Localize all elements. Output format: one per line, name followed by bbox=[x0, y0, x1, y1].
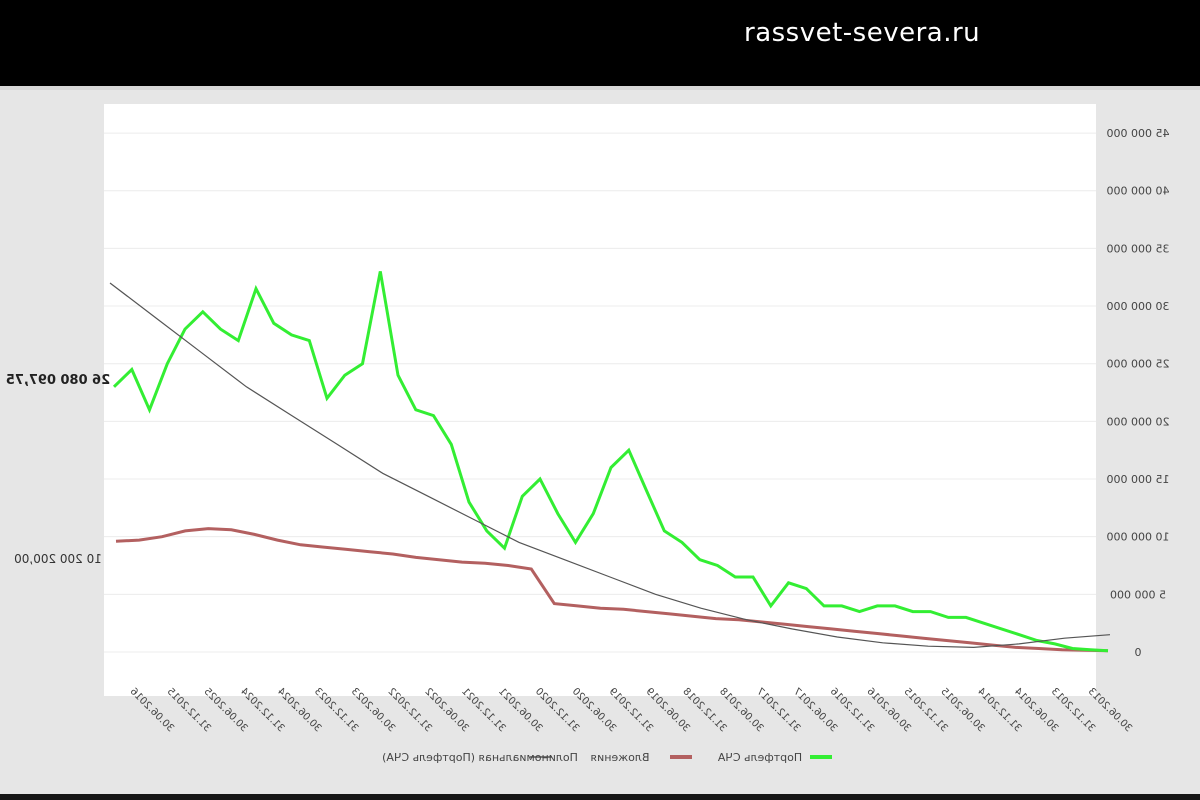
annotation-portfolio: 26 080 097,75 bbox=[6, 373, 110, 388]
y-tick-0: 0 bbox=[1135, 646, 1142, 659]
y-tick-7-text: 35 000 000 bbox=[1107, 242, 1170, 255]
y-tick-labels: 0 5 000 000 10 000 000 15 000 000 20 000 000… bbox=[1107, 127, 1170, 659]
legend-entry-0: Портфель СЧА bbox=[717, 751, 802, 764]
legend: Портфель СЧА Вложения Полиномиальная (Порт… bbox=[382, 751, 832, 764]
y-tick-5-text: 25 000 000 bbox=[1107, 358, 1170, 371]
series-invest-line bbox=[115, 527, 1109, 653]
y-tick-2: 10 000 000 bbox=[1107, 531, 1170, 544]
photo-edge bbox=[0, 86, 1200, 90]
legend-entry-2: Полиномиальная (Портфель СЧА) bbox=[382, 751, 578, 764]
grid-lines bbox=[104, 132, 1096, 653]
watermark-text: rassvet-severa.ru bbox=[744, 18, 981, 48]
legend-entry-1-text: Вложения bbox=[591, 751, 650, 764]
annotation-portfolio-text: 26 080 097,75 bbox=[6, 373, 110, 388]
y-tick-1-text: 5 000 000 bbox=[1110, 588, 1166, 601]
top-banner bbox=[0, 0, 1200, 86]
y-tick-6-text: 30 000 000 bbox=[1107, 300, 1170, 313]
annotation-labels: 26 080 097,75 10 200 200,00 bbox=[6, 373, 110, 566]
y-tick-7: 35 000 000 bbox=[1107, 242, 1170, 255]
legend-entry-2-text: Полиномиальная (Портфель СЧА) bbox=[382, 751, 578, 764]
y-tick-5: 25 000 000 bbox=[1107, 358, 1170, 371]
y-tick-1: 5 000 000 bbox=[1110, 588, 1166, 601]
legend-entry-0-text: Портфель СЧА bbox=[717, 751, 802, 764]
y-tick-3-text: 15 000 000 bbox=[1107, 473, 1170, 486]
y-tick-4-text: 20 000 000 bbox=[1107, 415, 1170, 428]
y-tick-0-text: 0 bbox=[1135, 646, 1142, 659]
annotation-invest: 10 200 200,00 bbox=[14, 552, 102, 566]
series-group bbox=[109, 271, 1111, 653]
legend-entry-1: Вложения bbox=[591, 751, 650, 764]
y-tick-9-text: 45 000 000 bbox=[1107, 127, 1170, 140]
x-tick-labels: 30.06.201631.12.201530.06.202531.12.2024… bbox=[128, 686, 1134, 734]
annotation-invest-text: 10 200 200,00 bbox=[14, 552, 102, 566]
series-trend-line bbox=[109, 282, 1111, 649]
plot-area bbox=[104, 104, 1096, 696]
y-tick-4: 20 000 000 bbox=[1107, 415, 1170, 428]
y-tick-8-text: 40 000 000 bbox=[1107, 185, 1170, 198]
y-tick-8: 40 000 000 bbox=[1107, 185, 1170, 198]
y-tick-6: 30 000 000 bbox=[1107, 300, 1170, 313]
y-tick-3: 15 000 000 bbox=[1107, 473, 1170, 486]
series-portfolio-line bbox=[112, 271, 1109, 653]
y-tick-9: 45 000 000 bbox=[1107, 127, 1170, 140]
y-tick-2-text: 10 000 000 bbox=[1107, 531, 1170, 544]
